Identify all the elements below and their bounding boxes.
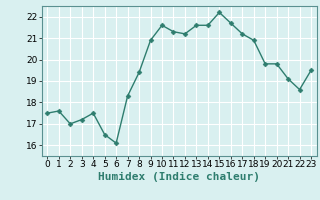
X-axis label: Humidex (Indice chaleur): Humidex (Indice chaleur) — [98, 172, 260, 182]
